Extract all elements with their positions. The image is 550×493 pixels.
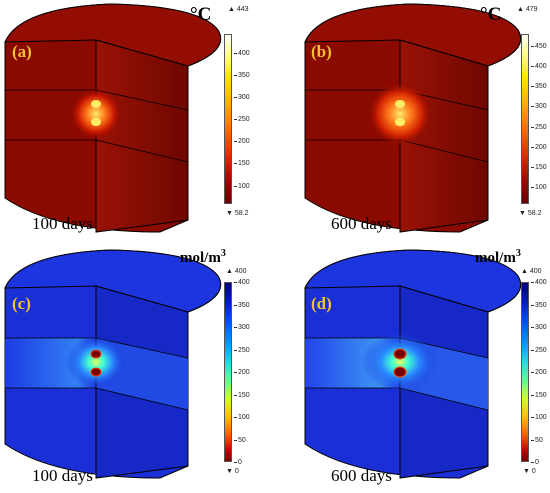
depletion-core-upper	[90, 349, 102, 359]
colorbar	[521, 34, 529, 204]
panel-label: (a)	[12, 42, 32, 61]
max-marker: ▲ 443	[228, 6, 249, 13]
colorbar-tick-label: 300	[531, 103, 547, 111]
colorbar-tick-label: 150	[531, 391, 547, 399]
colorbar-tick-label: 200	[234, 369, 250, 376]
colorbar-tick-label: 150	[531, 163, 547, 171]
min-marker: ▼ 0	[523, 468, 536, 475]
panel-a: (a) 100 days °C ▲ 443 ▼ 58.2 400 350 300 25…	[0, 0, 275, 246]
colorbar-tick-label: 200	[531, 143, 547, 151]
unit-label: °C	[480, 4, 502, 25]
temperature-cylinder-a	[4, 3, 222, 233]
unit-label: mol/m3	[475, 248, 521, 266]
colorbar-tick-label: 350	[234, 301, 250, 309]
concentration-cylinder-c	[4, 249, 222, 479]
panel-label: (c)	[12, 294, 31, 313]
depletion-zone-glow	[66, 336, 126, 388]
colorbar-tick-label: 150	[234, 391, 250, 399]
min-marker: ▼ 0	[226, 468, 239, 475]
colorbar-tick-label: 250	[234, 116, 250, 124]
heat-source-lower	[395, 118, 405, 126]
heat-source-upper	[395, 100, 405, 108]
colorbar-tick-label: 100	[234, 182, 250, 190]
depletion-core-upper	[393, 348, 407, 360]
depletion-zone-glow	[362, 332, 438, 392]
panel-label: (d)	[311, 294, 332, 313]
colorbar-tick-label: 300	[234, 94, 250, 102]
max-marker: ▲ 400	[226, 268, 247, 275]
colorbar-tick-label: 300	[531, 324, 547, 331]
colorbar-tick-label: 400	[234, 279, 250, 286]
colorbar-tick-label: 200	[234, 138, 250, 146]
min-marker: ▼ 58.2	[519, 210, 542, 217]
colorbar	[224, 34, 232, 204]
colorbar	[521, 282, 529, 462]
colorbar-tick-label: 200	[531, 369, 547, 376]
colorbar-tick-label: 0	[531, 459, 539, 466]
colorbar-tick-label: 250	[234, 346, 250, 354]
panel-b: (b) 600 days °C ▲ 479 ▼ 58.2 450 400 350 30…	[275, 0, 550, 246]
colorbar-tick-label: 350	[234, 72, 250, 80]
colorbar-tick-label: 100	[234, 414, 250, 421]
colorbar-tick-label: 450	[531, 42, 547, 50]
depletion-core-lower	[393, 366, 407, 378]
colorbar-tick-label: 150	[234, 160, 250, 168]
heat-source-upper	[91, 100, 101, 108]
panel-label: (b)	[311, 42, 332, 61]
concentration-cylinder-d	[304, 249, 522, 479]
colorbar-tick-label: 0	[234, 459, 242, 466]
colorbar-tick-label: 350	[531, 83, 547, 91]
days-label: 100 days	[32, 214, 93, 233]
max-marker: ▲ 479	[517, 6, 538, 13]
colorbar-tick-label: 400	[531, 62, 547, 70]
heat-source-glow	[368, 82, 432, 146]
colorbar-tick-label: 50	[234, 436, 246, 444]
panel-d: (d) 600 days mol/m3 ▲ 400 ▼ 0 400 350 300 2…	[275, 246, 550, 492]
colorbar-tick-label: 250	[531, 123, 547, 131]
colorbar-tick-label: 250	[531, 346, 547, 354]
colorbar-tick-label: 400	[531, 279, 547, 286]
colorbar	[224, 282, 232, 462]
colorbar-tick-label: 50	[531, 436, 543, 444]
min-marker: ▼ 58.2	[226, 210, 249, 217]
colorbar-tick-label: 400	[234, 49, 250, 57]
unit-label: mol/m3	[180, 248, 226, 266]
unit-label: °C	[190, 4, 212, 25]
days-label: 100 days	[32, 466, 93, 485]
heat-source-glow	[70, 88, 122, 140]
max-marker: ▲ 400	[521, 268, 542, 275]
colorbar-tick-label: 300	[234, 324, 250, 331]
colorbar-tick-label: 100	[531, 184, 547, 192]
temperature-cylinder-b	[304, 3, 522, 233]
colorbar-tick-label: 350	[531, 301, 547, 309]
colorbar-tick-label: 100	[531, 414, 547, 421]
heat-source-lower	[91, 118, 101, 126]
panel-c: (c) 100 days mol/m3 ▲ 400 ▼ 0 400 350 300 2…	[0, 246, 275, 492]
depletion-core-lower	[90, 367, 102, 377]
days-label: 600 days	[331, 214, 392, 233]
days-label: 600 days	[331, 466, 392, 485]
